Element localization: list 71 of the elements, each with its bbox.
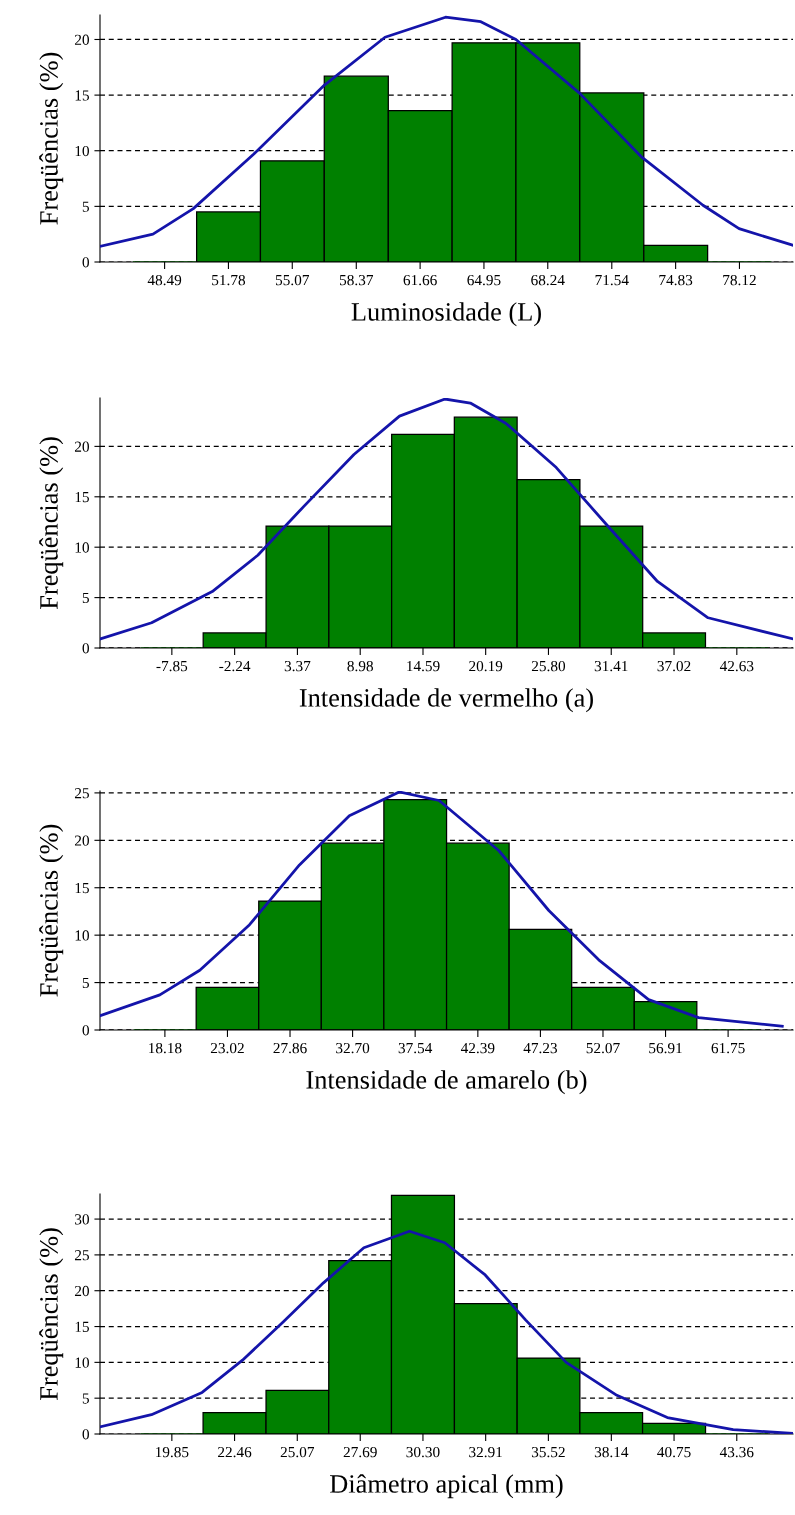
x-tick-label: 56.91 <box>649 1042 682 1054</box>
y-tick-label: 15 <box>75 492 89 503</box>
x-tick-label: 64.95 <box>467 274 501 286</box>
x-tick-label: 38.14 <box>594 1446 629 1458</box>
x-tick-label: 43.36 <box>719 1446 754 1458</box>
y-tick-label: 10 <box>75 930 89 941</box>
y-tick-label: 10 <box>75 542 89 553</box>
x-tick-label: 35.52 <box>531 1446 565 1458</box>
x-tick-label: 68.24 <box>531 274 565 286</box>
y-tick-label: 5 <box>82 592 89 604</box>
y-tick-label: 15 <box>75 90 89 101</box>
y-axis-title: Freqüências (%) <box>39 437 64 610</box>
x-tick-label: 37.02 <box>657 660 691 672</box>
y-tick-label: 0 <box>82 257 89 268</box>
x-tick-label: -7.85 <box>156 660 188 672</box>
x-tick-label: 61.66 <box>403 274 437 286</box>
y-tick-label: 25 <box>74 788 89 799</box>
y-axis-title: Freqüências (%) <box>39 1228 64 1401</box>
x-tick-label: 25.80 <box>531 660 566 672</box>
y-tick-label: 5 <box>82 201 89 212</box>
y-tick-label: 20 <box>74 1285 89 1297</box>
x-tick-label: 42.63 <box>719 660 754 672</box>
x-tick-label: 8.98 <box>347 660 373 672</box>
y-tick-label: 10 <box>75 1357 89 1368</box>
y-tick-label: 5 <box>82 1393 89 1404</box>
x-tick-label: 55.07 <box>275 274 310 286</box>
y-tick-label: 5 <box>82 977 89 989</box>
x-tick-label: 3.37 <box>284 660 311 672</box>
x-tick-label: 48.49 <box>147 274 182 286</box>
y-tick-label: 25 <box>74 1250 89 1261</box>
x-tick-label: 52.07 <box>586 1042 620 1054</box>
x-tick-label: 32.70 <box>336 1042 370 1054</box>
x-tick-label: 14.59 <box>407 660 440 672</box>
x-tick-label: 19.85 <box>156 1446 189 1458</box>
x-tick-label: 31.41 <box>594 660 628 672</box>
x-tick-label: 74.83 <box>659 274 693 286</box>
x-tick-label: 51.78 <box>212 274 246 286</box>
x-tick-label: 27.86 <box>273 1042 307 1054</box>
x-axis-title: Intensidade de amarelo (b) <box>306 1070 587 1095</box>
y-tick-label: 15 <box>75 882 89 894</box>
x-tick-label: 37.54 <box>398 1042 433 1054</box>
x-tick-label: 25.07 <box>280 1446 315 1458</box>
y-tick-label: 10 <box>75 145 89 157</box>
x-tick-label: 47.23 <box>523 1042 557 1054</box>
x-tick-label: 32.91 <box>469 1446 502 1458</box>
x-tick-label: 22.46 <box>218 1446 252 1458</box>
y-tick-label: 20 <box>74 34 89 45</box>
y-tick-label: 20 <box>74 835 89 846</box>
x-tick-label: 40.75 <box>657 1446 691 1458</box>
y-tick-label: 30 <box>75 1214 89 1225</box>
x-tick-label: 71.54 <box>595 275 629 286</box>
x-tick-label: 18.18 <box>149 1042 182 1054</box>
y-tick-label: 20 <box>74 441 89 452</box>
x-tick-label: 27.69 <box>343 1446 377 1458</box>
y-axis-title: Freqüências (%) <box>39 52 64 225</box>
x-tick-label: 30.30 <box>406 1446 440 1458</box>
y-tick-label: 0 <box>82 1429 89 1440</box>
y-tick-label: 0 <box>82 643 89 654</box>
x-tick-label: 61.75 <box>711 1042 745 1054</box>
x-axis-title: Intensidade de vermelho (a) <box>299 688 593 713</box>
x-axis-title: Luminosidade (L) <box>351 302 541 327</box>
x-tick-label: 58.37 <box>339 274 374 286</box>
y-axis-title: Freqüências (%) <box>39 824 64 997</box>
x-tick-label: 42.39 <box>460 1042 495 1054</box>
x-tick-label: 78.12 <box>723 274 756 286</box>
x-tick-label: -2.24 <box>219 660 251 672</box>
y-tick-label: 15 <box>75 1321 89 1332</box>
y-tick-label: 0 <box>82 1025 89 1036</box>
x-tick-label: 20.19 <box>469 660 503 672</box>
x-axis-title: Diâmetro apical (mm) <box>330 1474 563 1499</box>
x-tick-label: 23.02 <box>210 1042 244 1054</box>
